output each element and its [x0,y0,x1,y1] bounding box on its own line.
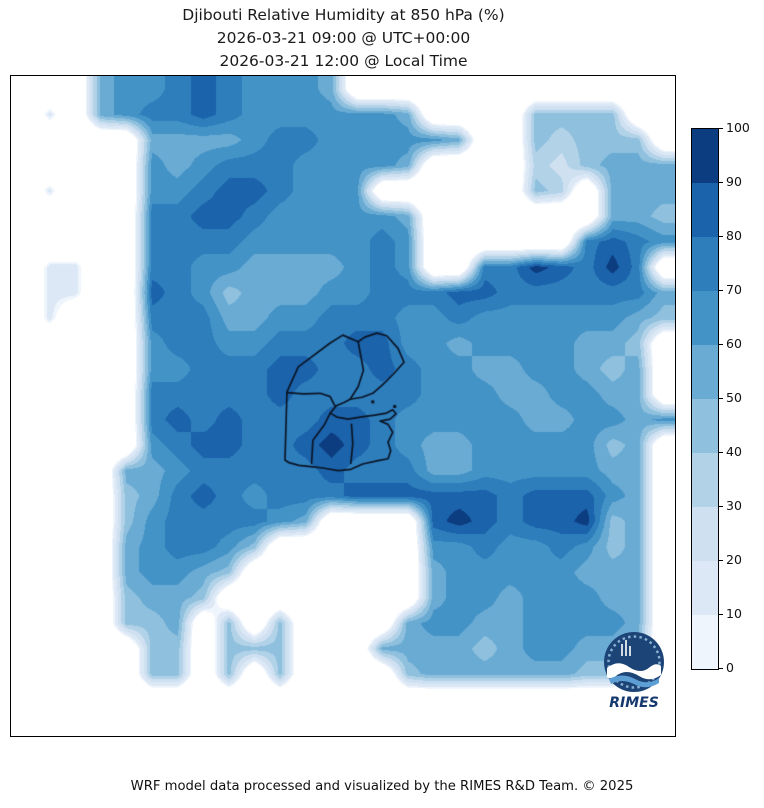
rimes-logo-label: RIMES [609,695,659,711]
humidity-contour-map [11,76,676,737]
title-line-local: 2026-03-21 12:00 @ Local Time [219,52,468,70]
colorbar-tick-label: 70 [726,281,742,297]
colorbar-tick-mark [718,559,723,561]
colorbar-segment [692,183,718,237]
rimes-logo-wave [607,663,661,680]
colorbar-segment [692,345,718,399]
colorbar-tick-label: 20 [726,551,742,567]
figure-title: Djibouti Relative Humidity at 850 hPa (%… [11,4,676,73]
colorbar-tick-label: 10 [726,605,742,621]
colorbar-tick-label: 0 [726,659,734,675]
colorbar-tick-label: 40 [726,443,742,459]
colorbar-tick-mark [718,451,723,453]
colorbar-tick-mark [718,667,723,669]
rimes-logo-wave-2 [609,675,659,688]
colorbar-segment [692,615,718,669]
colorbar-segment [692,237,718,291]
colorbar-tick-mark [718,505,723,507]
colorbar-tick-mark [718,235,723,237]
colorbar-tick-mark [718,289,723,291]
colorbar-tick-mark [718,613,723,615]
colorbar-tick-mark [718,127,723,129]
colorbar-tick-label: 90 [726,173,742,189]
title-line-utc: 2026-03-21 09:00 @ UTC+00:00 [216,29,471,47]
colorbar-tick-mark [718,397,723,399]
colorbar-tick-mark [718,343,723,345]
colorbar-tick-mark [718,181,723,183]
rimes-logo-arc-text [607,635,661,689]
colorbar-segment [692,561,718,615]
title-line-1: Djibouti Relative Humidity at 850 hPa (%… [182,6,505,24]
colorbar-tick-label: 30 [726,497,742,513]
rimes-logo: RIMES [604,632,664,713]
colorbar-segment [692,291,718,345]
colorbar-segment [692,507,718,561]
colorbar [691,128,719,670]
colorbar-tick-label: 60 [726,335,742,351]
colorbar-tick-label: 100 [726,119,750,135]
colorbar-tick-label: 80 [726,227,742,243]
colorbar-segment [692,129,718,183]
colorbar-segment [692,399,718,453]
credit-caption: WRF model data processed and visualized … [130,779,634,794]
colorbar-tick-label: 50 [726,389,742,405]
colorbar-segment [692,453,718,507]
